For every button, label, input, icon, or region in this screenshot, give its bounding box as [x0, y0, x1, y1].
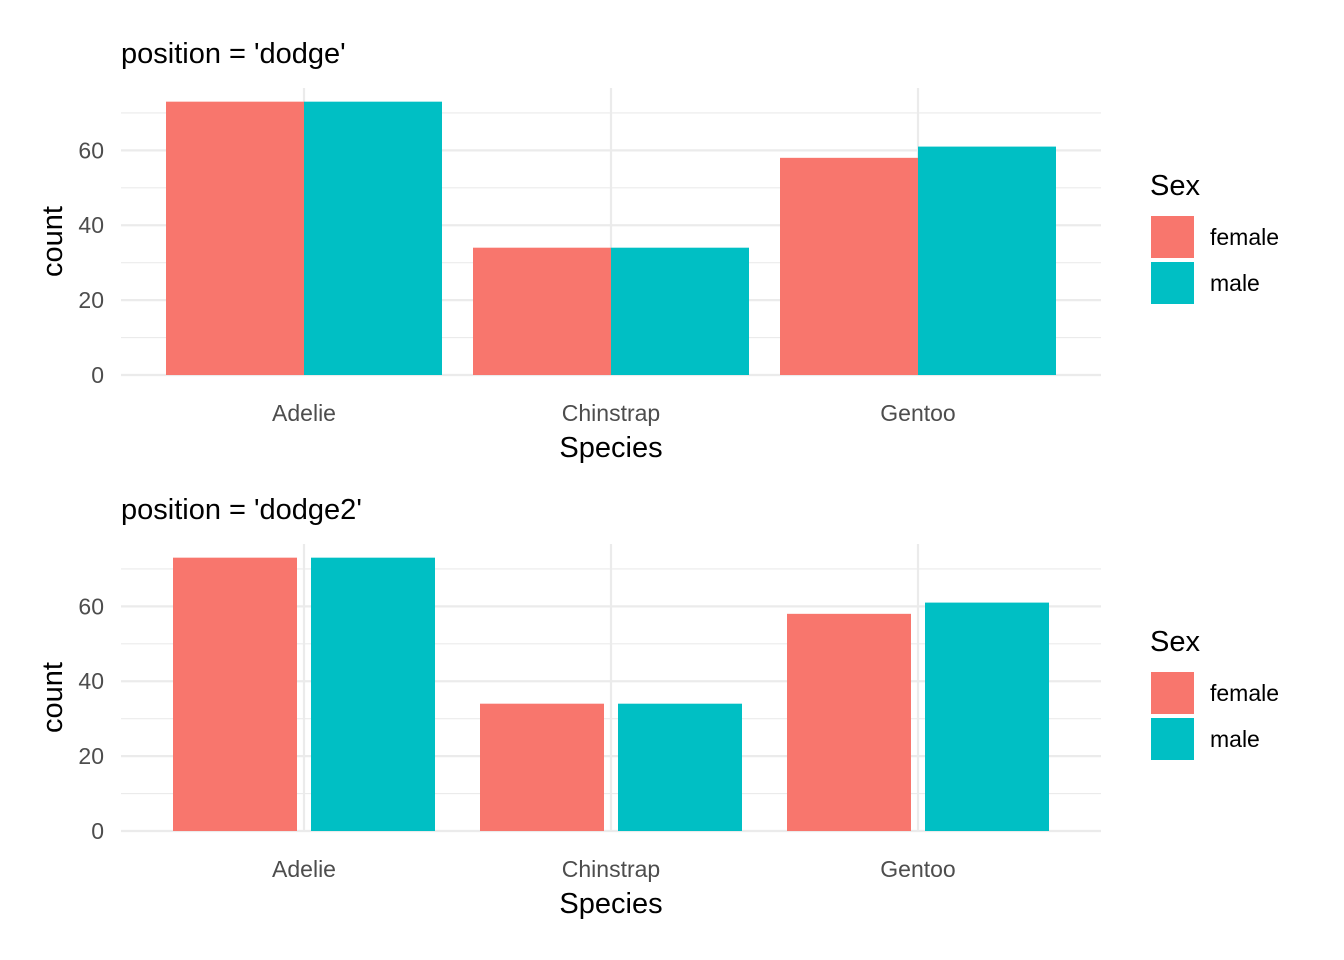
legend-key-male — [1151, 718, 1194, 760]
legend-title: Sex — [1150, 626, 1200, 658]
legend-label-female: female — [1210, 680, 1279, 706]
x-tick-label: Gentoo — [880, 856, 955, 882]
y-axis-title: count — [37, 662, 69, 733]
bar-female-gentoo — [780, 157, 918, 375]
bar-male-chinstrap — [618, 703, 742, 831]
x-axis-title: Species — [559, 432, 662, 464]
legend-key-female — [1151, 672, 1194, 714]
bar-female-gentoo — [787, 613, 911, 831]
y-tick-label: 60 — [78, 137, 104, 163]
bar-female-chinstrap — [473, 247, 611, 375]
bar-male-adelie — [304, 101, 442, 376]
bar-male-gentoo — [925, 602, 1049, 831]
y-tick-label: 20 — [78, 287, 104, 313]
legend: Sex female male — [1150, 626, 1279, 760]
bar-female-chinstrap — [480, 703, 604, 831]
x-axis-title: Species — [559, 888, 662, 920]
bar-male-adelie — [311, 557, 435, 831]
bar-female-adelie — [166, 101, 304, 376]
x-tick-label: Adelie — [272, 856, 336, 882]
x-tick-label: Adelie — [272, 400, 336, 426]
chart-panel-2: 0 20 40 60 Adelie Chinstrap Gentoo position = '… — [37, 494, 1279, 920]
y-axis-title: count — [37, 206, 69, 277]
legend: Sex female male — [1150, 170, 1279, 304]
chart-panel-1: 0 20 40 60 Adelie Chinstrap Gentoo position = '… — [37, 38, 1279, 464]
y-tick-label: 40 — [78, 212, 104, 238]
x-tick-label: Chinstrap — [562, 400, 660, 426]
y-tick-label: 20 — [78, 743, 104, 769]
legend-key-female — [1151, 216, 1194, 258]
y-tick-label: 60 — [78, 593, 104, 619]
bar-female-adelie — [173, 557, 297, 831]
legend-label-male: male — [1210, 726, 1260, 752]
legend-label-male: male — [1210, 270, 1260, 296]
legend-key-male — [1151, 262, 1194, 304]
legend-label-female: female — [1210, 224, 1279, 250]
y-tick-label: 0 — [91, 362, 104, 388]
x-tick-label: Gentoo — [880, 400, 955, 426]
y-tick-label: 40 — [78, 668, 104, 694]
bar-male-chinstrap — [611, 247, 749, 375]
x-tick-label: Chinstrap — [562, 856, 660, 882]
chart-title: position = 'dodge2' — [121, 494, 362, 526]
y-tick-label: 0 — [91, 818, 104, 844]
chart-title: position = 'dodge' — [121, 38, 346, 70]
legend-title: Sex — [1150, 170, 1200, 202]
bar-male-gentoo — [918, 146, 1056, 375]
